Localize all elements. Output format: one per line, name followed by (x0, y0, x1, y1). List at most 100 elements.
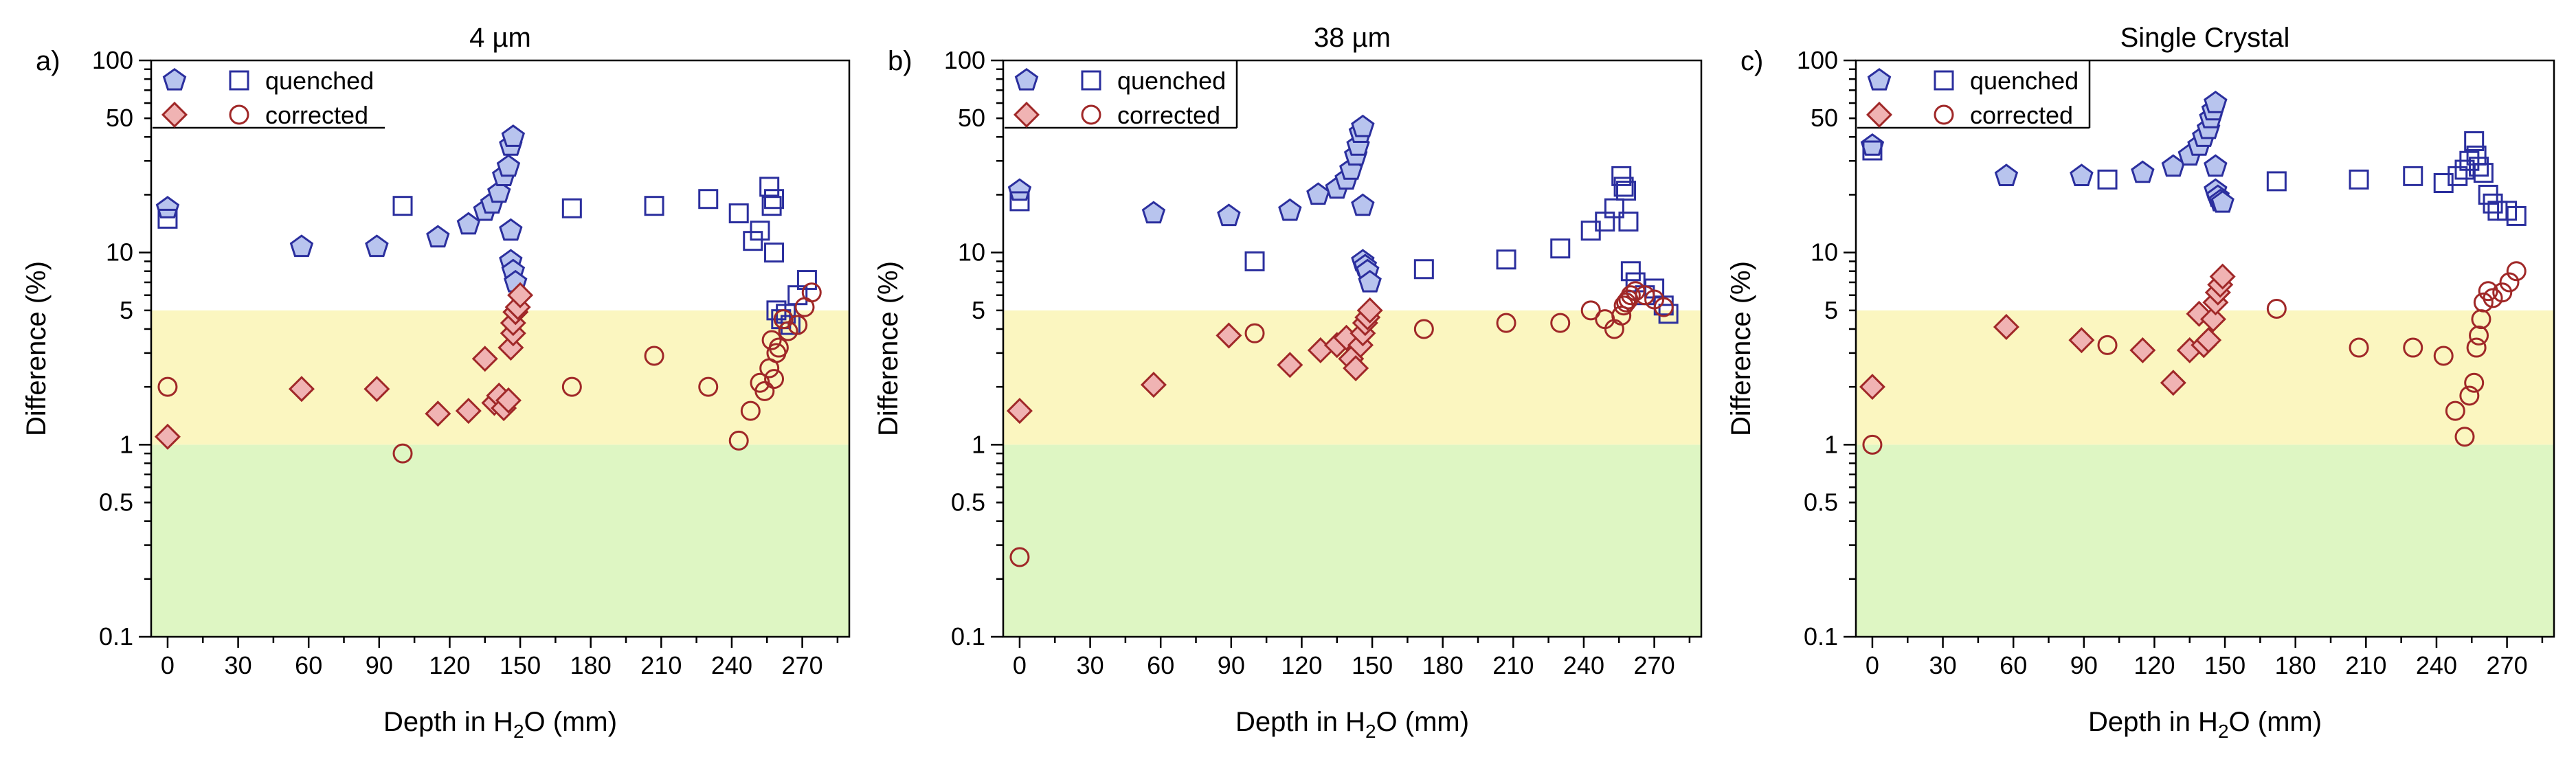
legend-corrected-diamond (1013, 101, 1040, 128)
x-tick-label: 210 (640, 651, 682, 679)
corrected-circle-point (768, 337, 789, 358)
x-axis-label-subscript: 2 (1365, 721, 1376, 742)
x-tick-label: 150 (1352, 651, 1393, 679)
quenched-pentagon-point (2204, 154, 2228, 177)
corrected-circle-point (2459, 385, 2480, 406)
corrected-circle-point (2454, 427, 2475, 447)
quenched-square-point (1413, 259, 1434, 280)
corrected-circle-point (1862, 434, 1883, 455)
y-tick-label: 100 (92, 46, 133, 74)
panel-label: a) (36, 46, 60, 76)
quenched-square-point (1618, 212, 1639, 232)
x-axis-label-prefix: Depth in H (1235, 707, 1365, 737)
legend-corrected-label: corrected (265, 101, 368, 129)
quenched-pentagon-point (1351, 114, 1375, 137)
corrected-circle-point (1496, 313, 1516, 333)
series-corrected-circle (1009, 281, 1674, 567)
series-quenched-pentagon (155, 124, 528, 293)
quenched-pentagon-point (1007, 178, 1032, 201)
corrected-circle-point (1620, 285, 1641, 306)
x-axis-label-subscript: 2 (513, 721, 524, 742)
y-tick-label: 50 (106, 104, 133, 132)
legend-quenched-pentagon (162, 67, 187, 91)
quenched-square-point (2097, 169, 2118, 190)
corrected-diamond-point (1993, 313, 2019, 340)
quenched-pentagon-point (1217, 203, 1241, 227)
y-tick-label: 0.1 (951, 622, 985, 651)
x-axis-label-suffix: O (mm) (1376, 707, 1470, 737)
quenched-square-point (761, 196, 782, 216)
quenched-pentagon-point (499, 218, 523, 241)
quenched-square-point (2469, 157, 2489, 177)
quenched-square-point (759, 177, 780, 197)
x-tick-label: 270 (1634, 651, 1675, 679)
y-tick-label: 50 (1811, 104, 1838, 132)
legend: quenched corrected (1005, 60, 1238, 129)
quenched-square-point (2506, 205, 2527, 226)
quenched-square-point (2403, 166, 2423, 186)
corrected-diamond-point (2068, 327, 2095, 354)
x-axis-label: Depth in H2O (mm) (1235, 707, 1469, 742)
x-tick-label: 60 (1147, 651, 1174, 679)
corrected-circle-point (1653, 297, 1674, 317)
quenched-pentagon-point (426, 225, 450, 248)
corrected-diamond-point (471, 346, 498, 372)
legend-quenched-label: quenched (1970, 67, 2079, 95)
corrected-circle-point (1625, 281, 1646, 302)
y-tick-label: 1 (120, 430, 133, 458)
corrected-diamond-point (2209, 263, 2236, 290)
y-tick-label: 0.5 (951, 488, 985, 517)
series-quenched-pentagon (1007, 114, 1382, 293)
x-tick-label: 240 (711, 651, 752, 679)
x-tick-label: 150 (2204, 651, 2245, 679)
quenched-pentagon-point (487, 180, 511, 203)
quenched-square-point (1496, 249, 1516, 270)
corrected-circle-point (754, 381, 775, 401)
x-axis-label-suffix: O (mm) (524, 707, 618, 737)
quenched-pentagon-point (1141, 201, 1166, 224)
legend-quenched-square (1934, 70, 1954, 91)
quenched-pentagon-point (155, 196, 180, 218)
legend: quenched corrected (153, 67, 385, 129)
corrected-circle-point (2445, 400, 2465, 421)
corrected-circle-point (2473, 292, 2494, 313)
y-tick-label: 10 (106, 238, 133, 267)
x-tick-label: 210 (1492, 651, 1534, 679)
y-tick-label: 5 (1824, 296, 1838, 324)
quenched-square-point (1620, 261, 1641, 282)
corrected-circle-point (2469, 325, 2489, 346)
panel-2: 0.1 0.5 1 5 10 50 100 0 30 60 90 120 150 180 210 240 270… (873, 23, 1703, 742)
quenched-square-point (1613, 177, 1634, 197)
x-tick-label: 30 (1077, 651, 1104, 679)
x-axis-label-subscript: 2 (2218, 721, 2229, 742)
corrected-circle-point (1635, 285, 1655, 306)
panel-1: 0.1 0.5 1 5 10 50 100 0 30 60 90 120 150 180 210 240 270… (21, 23, 851, 742)
y-tick-label: 1 (972, 430, 985, 458)
quenched-square-point (1658, 304, 1679, 324)
yellow-band (1856, 310, 2554, 445)
legend: quenched corrected (1857, 60, 2091, 129)
quenched-pentagon-point (456, 212, 481, 235)
x-tick-label: 120 (1281, 651, 1322, 679)
corrected-diamond-point (1277, 352, 1303, 379)
panel-title: 4 µm (469, 23, 531, 53)
x-axis-label: Depth in H2O (mm) (383, 707, 617, 742)
panel-3: 0.1 0.5 1 5 10 50 100 0 30 60 90 120 150 180 210 240 270… (1726, 23, 2555, 742)
x-tick-label: 90 (366, 651, 393, 679)
y-tick-label: 10 (1811, 238, 1838, 267)
corrected-circle-point (2499, 272, 2520, 293)
corrected-circle-point (1613, 295, 1634, 316)
quenched-square-point (750, 221, 770, 241)
quenched-square-point (1244, 251, 1265, 271)
quenched-square-point (1550, 238, 1571, 259)
x-tick-label: 30 (225, 651, 252, 679)
corrected-circle-point (1413, 319, 1434, 339)
legend-quenched-label: quenched (1117, 67, 1226, 95)
y-tick-label: 0.1 (1804, 622, 1838, 651)
y-axis-label: Difference (%) (21, 261, 52, 436)
corrected-diamond-point (1343, 355, 1369, 382)
corrected-circle-point (1550, 313, 1571, 333)
x-tick-label: 0 (1866, 651, 1879, 679)
legend-corrected-label: corrected (1970, 101, 2073, 129)
